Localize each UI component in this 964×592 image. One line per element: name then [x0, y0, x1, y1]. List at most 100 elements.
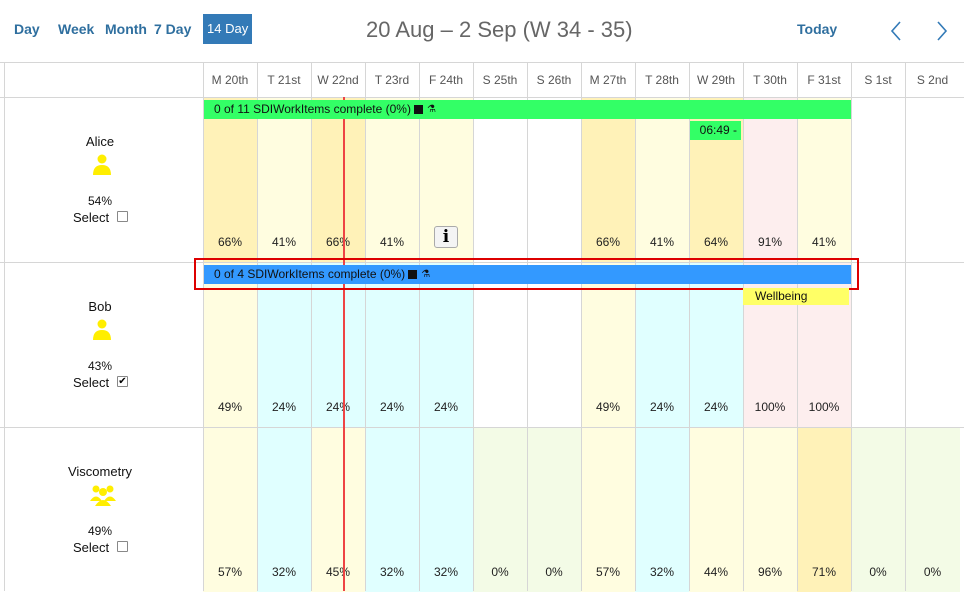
day-header: T 21st: [267, 73, 301, 87]
day-cell[interactable]: [635, 427, 689, 592]
day-cell[interactable]: [527, 97, 581, 262]
day-header: F 24th: [428, 73, 464, 87]
grid-line: [0, 62, 964, 63]
day-cell[interactable]: [851, 97, 905, 262]
day-utilisation: 96%: [757, 565, 783, 579]
day-cell[interactable]: [635, 97, 689, 262]
flask-icon[interactable]: ⚗: [421, 269, 431, 281]
day-utilisation: 41%: [271, 235, 297, 249]
grid-line: [689, 62, 690, 591]
select-checkbox[interactable]: [117, 211, 128, 222]
resource-name: Viscometry: [67, 464, 133, 479]
day-cell[interactable]: [257, 427, 311, 592]
day-cell[interactable]: [257, 97, 311, 262]
grid-line: [0, 427, 964, 428]
day-utilisation: 0%: [545, 565, 563, 579]
day-header: M 27th: [589, 73, 627, 87]
current-time-line: [343, 97, 345, 591]
day-cell[interactable]: [689, 427, 743, 592]
view-day-button[interactable]: Day: [14, 21, 40, 37]
chevron-right-icon[interactable]: [930, 18, 954, 44]
grid-line: [257, 62, 258, 591]
highlight-box: [194, 258, 859, 290]
today-button[interactable]: Today: [797, 21, 838, 37]
day-cell[interactable]: [797, 97, 851, 262]
day-cell[interactable]: [311, 97, 365, 262]
view-7day-button[interactable]: 7 Day: [154, 21, 192, 37]
day-utilisation: 66%: [217, 235, 243, 249]
select-checkbox[interactable]: ✔: [117, 376, 128, 387]
group-icon: [90, 484, 116, 511]
grid-line: [473, 62, 474, 591]
day-utilisation: 32%: [271, 565, 297, 579]
day-utilisation: 57%: [595, 565, 621, 579]
day-cell[interactable]: [905, 262, 960, 427]
grid-line: [365, 62, 366, 591]
day-utilisation: 91%: [757, 235, 783, 249]
day-header: S 26th: [536, 73, 572, 87]
day-utilisation: 45%: [325, 565, 351, 579]
day-utilisation: 66%: [595, 235, 621, 249]
day-utilisation: 24%: [703, 400, 729, 414]
grid-line: [0, 97, 964, 98]
work-items-label: 0 of 11 SDIWorkItems complete (0%): [214, 102, 411, 116]
day-cell[interactable]: [365, 427, 419, 592]
day-cell[interactable]: [311, 427, 365, 592]
day-cell[interactable]: [473, 427, 527, 592]
day-cell[interactable]: [419, 427, 473, 592]
day-utilisation: 24%: [379, 400, 405, 414]
resource-name: Alice: [85, 134, 115, 149]
select-label: Select: [73, 210, 110, 225]
day-cell[interactable]: [743, 97, 797, 262]
day-utilisation: 41%: [811, 235, 837, 249]
day-utilisation: 49%: [595, 400, 621, 414]
day-utilisation: 64%: [703, 235, 729, 249]
day-utilisation: 100%: [754, 400, 786, 414]
date-range-title: 20 Aug – 2 Sep (W 34 - 35): [366, 17, 633, 42]
day-cell[interactable]: [797, 427, 851, 592]
day-cell[interactable]: [365, 97, 419, 262]
day-utilisation: 41%: [649, 235, 675, 249]
person-icon: [92, 319, 112, 346]
day-cell[interactable]: [581, 97, 635, 262]
chevron-left-icon[interactable]: [885, 18, 909, 44]
grid-line: [905, 62, 906, 591]
grid-line: [4, 62, 5, 591]
view-week-button[interactable]: Week: [58, 21, 95, 37]
day-header: T 28th: [645, 73, 679, 87]
resource-utilisation: 54%: [87, 194, 113, 208]
grid-line: [581, 62, 582, 591]
day-cell[interactable]: [203, 427, 257, 592]
day-utilisation: 0%: [923, 565, 942, 579]
day-utilisation: 24%: [325, 400, 351, 414]
day-cell[interactable]: [473, 97, 527, 262]
day-cell[interactable]: [851, 427, 905, 592]
day-utilisation: 24%: [649, 400, 675, 414]
edit-icon[interactable]: [413, 105, 423, 115]
day-utilisation: 71%: [811, 565, 837, 579]
work-items-bar[interactable]: 0 of 11 SDIWorkItems complete (0%) ⚗: [204, 100, 851, 119]
view-month-button[interactable]: Month: [105, 21, 147, 37]
view-14day-button[interactable]: 14 Day: [203, 14, 253, 44]
day-header: W 22nd: [317, 73, 359, 87]
day-cell[interactable]: [527, 427, 581, 592]
grid-line: [311, 62, 312, 591]
day-utilisation: 32%: [649, 565, 675, 579]
grid-line: [797, 62, 798, 591]
day-utilisation: 57%: [217, 565, 243, 579]
day-cell[interactable]: [851, 262, 905, 427]
day-cell[interactable]: [581, 427, 635, 592]
grid-line: [419, 62, 420, 591]
edit-icon[interactable]: [408, 270, 418, 280]
day-cell[interactable]: [905, 427, 960, 592]
select-checkbox[interactable]: [117, 541, 128, 552]
event-block[interactable]: Wellbeing: [743, 288, 849, 305]
day-cell[interactable]: [905, 97, 960, 262]
flask-icon[interactable]: ⚗: [426, 104, 436, 116]
day-cell[interactable]: [743, 427, 797, 592]
work-items-bar[interactable]: 0 of 4 SDIWorkItems complete (0%) ⚗: [204, 265, 851, 284]
resource-utilisation: 49%: [87, 524, 113, 538]
event-block[interactable]: 06:49 -: [690, 121, 741, 140]
day-cell[interactable]: [203, 97, 257, 262]
info-icon[interactable]: i: [434, 226, 458, 248]
